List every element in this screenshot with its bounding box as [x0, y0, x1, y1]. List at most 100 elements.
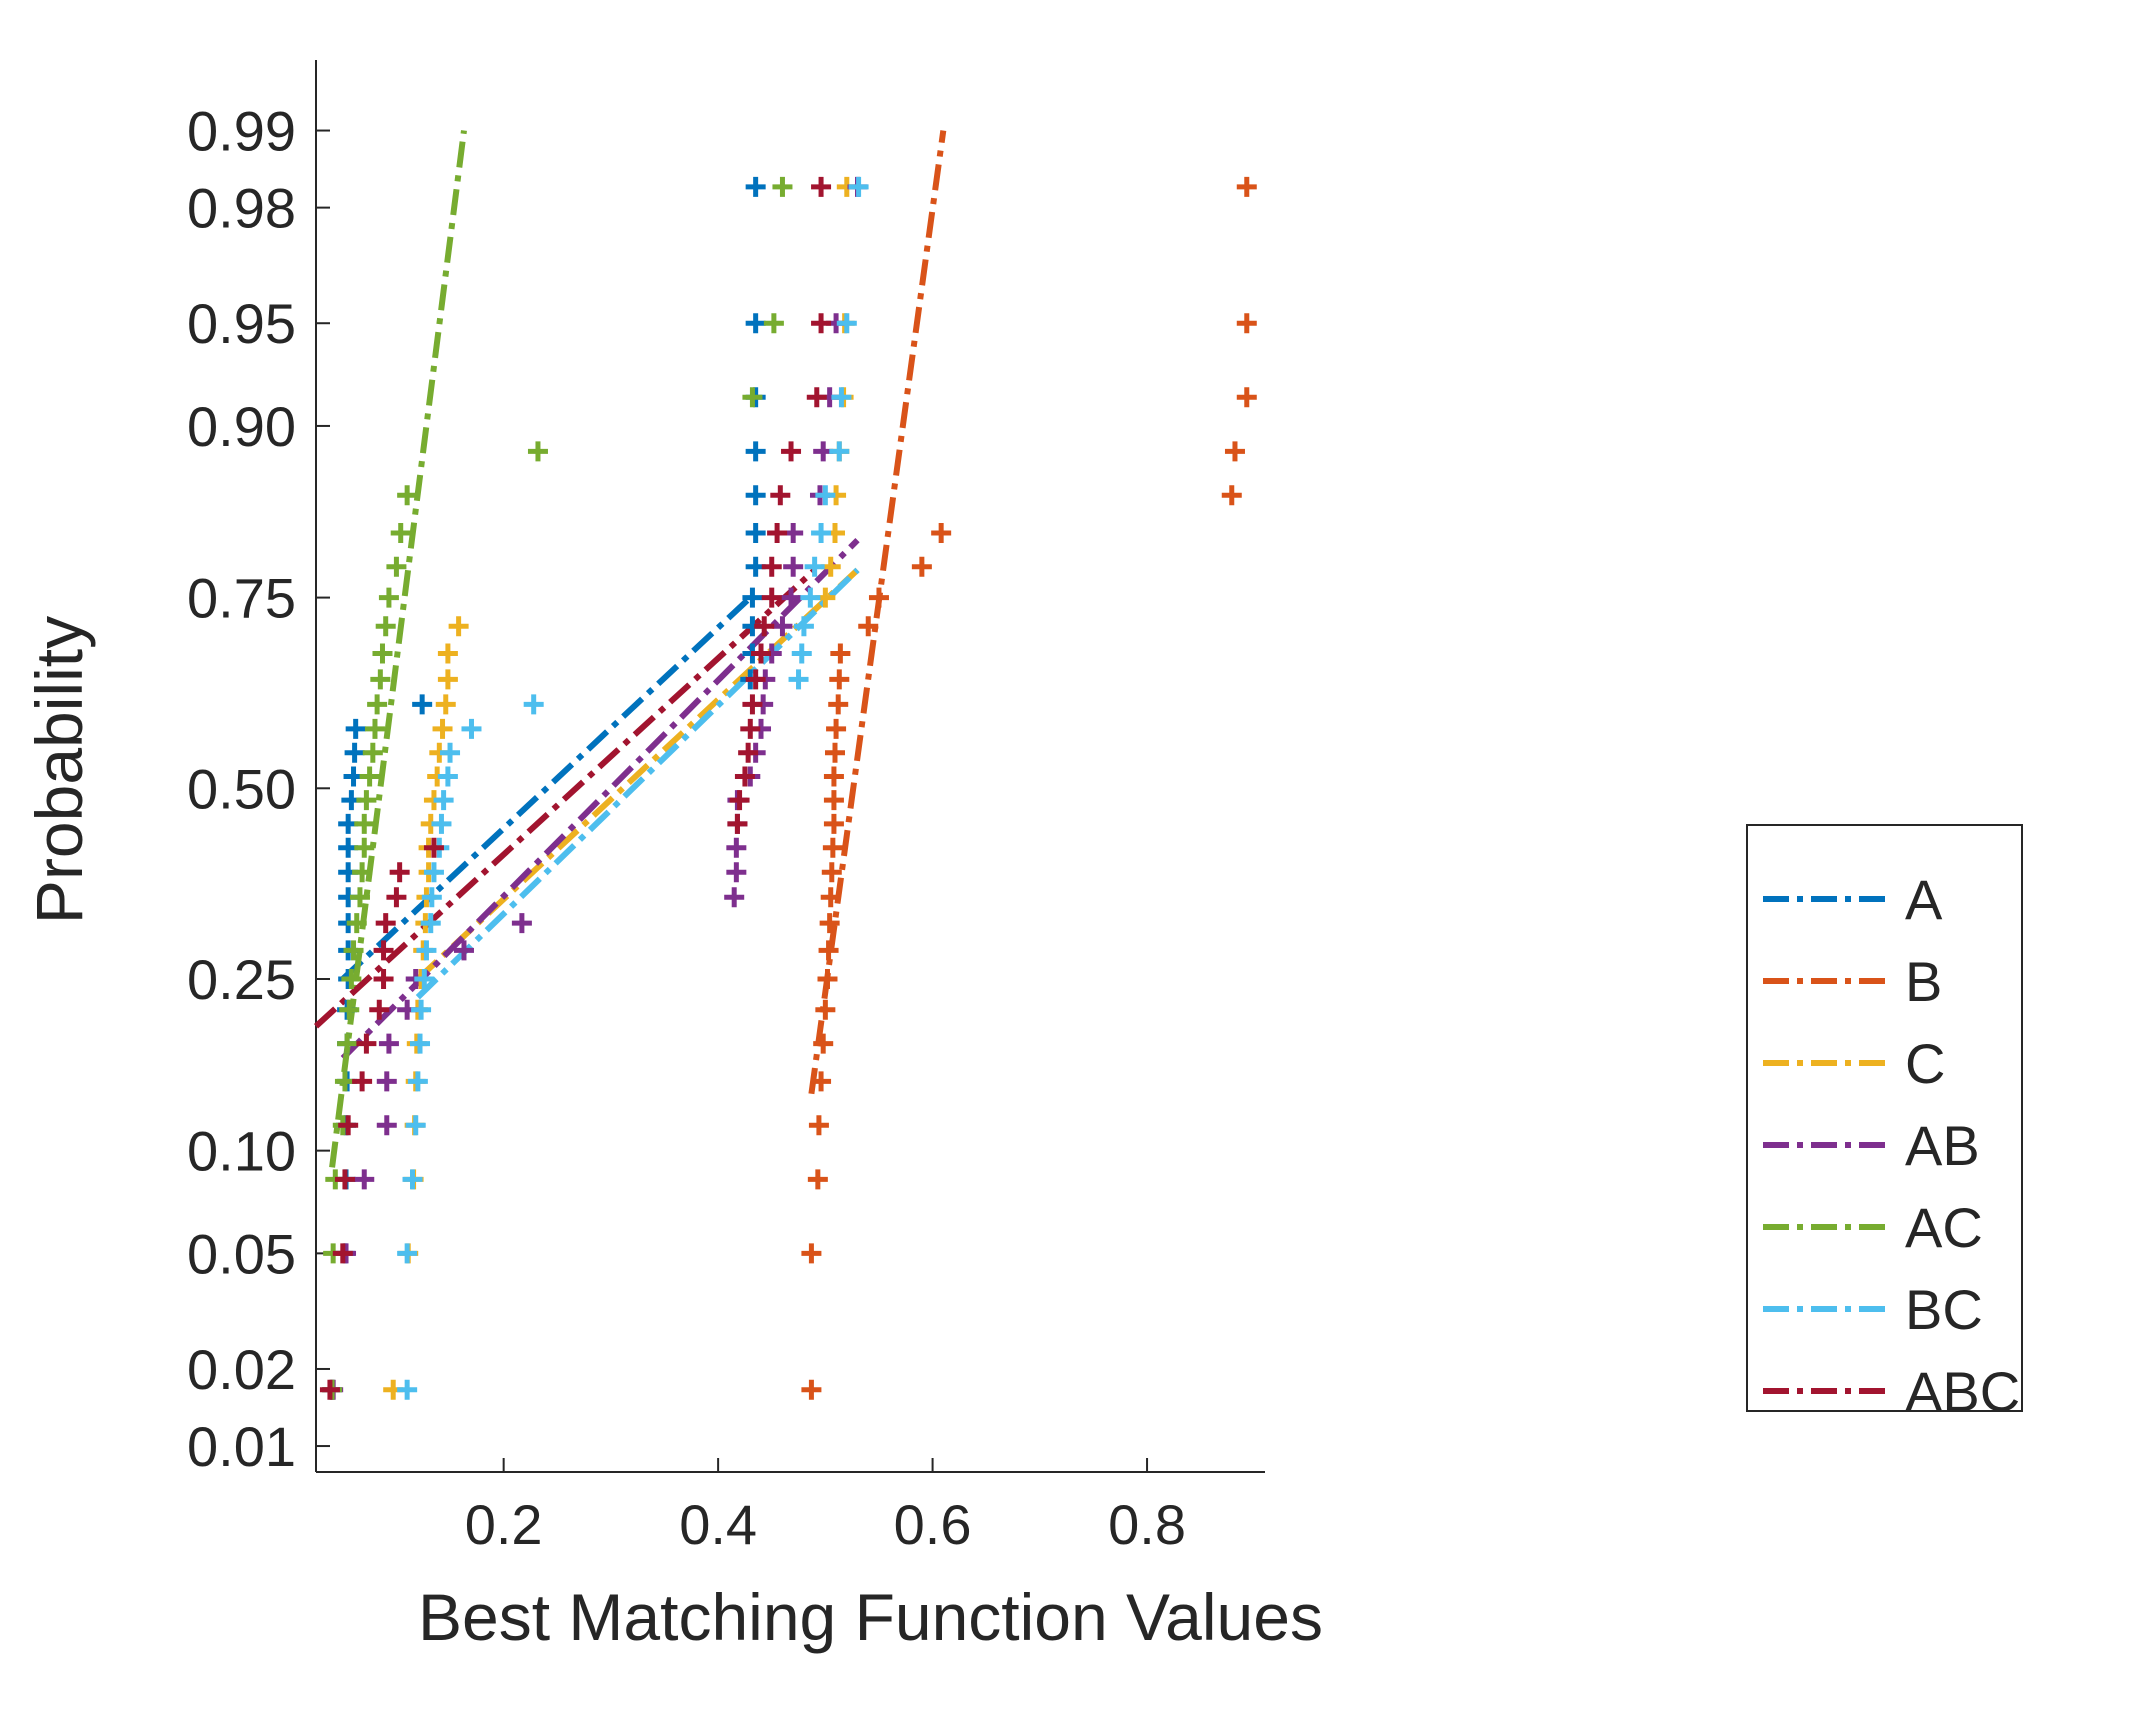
marker-abc — [742, 694, 763, 715]
marker-c — [448, 616, 469, 637]
y-tick-label: 0.05 — [187, 1222, 296, 1285]
y-tick-label: 0.75 — [187, 567, 296, 630]
marker-b — [1221, 485, 1242, 506]
y-tick-label: 0.01 — [187, 1415, 296, 1478]
y-tick-label: 0.95 — [187, 292, 296, 355]
marker-a — [745, 176, 766, 197]
marker-a — [742, 587, 763, 608]
marker-abc — [352, 1071, 373, 1092]
marker-ab — [724, 887, 745, 908]
marker-abc — [811, 313, 832, 334]
marker-ac — [343, 940, 364, 961]
fit-line-abc — [313, 567, 817, 1029]
legend-label-abc: ABC — [1905, 1360, 2020, 1423]
y-ticks: 0.01 0.02 0.05 0.10 0.25 0.50 0.75 0.90 0.95 0.98… — [187, 100, 330, 1478]
legend-label-a: A — [1905, 868, 1943, 931]
marker-b — [822, 837, 843, 858]
marker-ac — [349, 887, 370, 908]
marker-abc — [423, 837, 444, 858]
marker-b — [811, 1071, 832, 1092]
y-tick-label: 0.98 — [187, 177, 296, 240]
marker-bc — [423, 862, 444, 883]
marker-bc — [410, 1033, 431, 1054]
marker-ab — [781, 587, 802, 608]
marker-ac — [356, 790, 377, 811]
marker-bc — [804, 556, 825, 577]
marker-abc — [332, 1243, 353, 1264]
marker-b — [868, 587, 889, 608]
data-markers — [319, 176, 1257, 1400]
marker-abc — [386, 887, 407, 908]
marker-ab — [376, 1071, 397, 1092]
marker-b — [931, 523, 952, 544]
marker-b — [801, 1379, 822, 1400]
marker-ac — [375, 616, 396, 637]
fit-line-b — [808, 130, 947, 1095]
marker-b — [819, 913, 840, 934]
marker-a — [345, 718, 366, 739]
x-tick-label: 0.8 — [1108, 1493, 1186, 1556]
legend-label-bc: BC — [1905, 1278, 1983, 1341]
marker-abc — [767, 523, 788, 544]
marker-b — [813, 1033, 834, 1054]
marker-bc — [815, 485, 836, 506]
marker-abc — [761, 556, 782, 577]
marker-abc — [745, 669, 766, 690]
marker-b — [825, 742, 846, 763]
marker-a — [344, 742, 365, 763]
marker-abc — [740, 718, 761, 739]
marker-a — [412, 694, 433, 715]
y-tick-label: 0.99 — [187, 100, 296, 163]
marker-abc — [373, 968, 394, 989]
y-tick-label: 0.50 — [187, 757, 296, 820]
marker-abc — [761, 587, 782, 608]
fit-line-a — [340, 595, 753, 982]
marker-bc — [437, 766, 458, 787]
marker-abc — [781, 441, 802, 462]
marker-a — [745, 485, 766, 506]
marker-bc — [407, 1071, 428, 1092]
marker-a — [745, 523, 766, 544]
x-tick-label: 0.4 — [679, 1493, 757, 1556]
y-tick-label: 0.10 — [187, 1120, 296, 1183]
y-tick-label: 0.02 — [187, 1338, 296, 1401]
marker-b — [818, 940, 839, 961]
marker-abc — [338, 1115, 359, 1136]
marker-abc — [729, 790, 750, 811]
marker-c — [437, 643, 458, 664]
marker-b — [828, 694, 849, 715]
marker-bc — [848, 176, 869, 197]
marker-b — [823, 790, 844, 811]
marker-abc — [369, 999, 390, 1020]
marker-abc — [738, 742, 759, 763]
marker-abc — [319, 1379, 340, 1400]
marker-bc — [431, 813, 452, 834]
marker-ac — [362, 742, 383, 763]
marker-b — [807, 1169, 828, 1190]
marker-ac — [367, 694, 388, 715]
marker-bc — [414, 968, 435, 989]
marker-abc — [356, 1033, 377, 1054]
marker-b — [823, 766, 844, 787]
marker-ac — [390, 523, 411, 544]
marker-ac — [341, 968, 362, 989]
marker-b — [1236, 387, 1257, 408]
fit-line-ac — [329, 130, 467, 1168]
marker-abc — [754, 616, 775, 637]
marker-bc — [405, 1115, 426, 1136]
marker-bc — [800, 587, 821, 608]
marker-bc — [461, 718, 482, 739]
marker-c — [435, 694, 456, 715]
marker-abc — [334, 1169, 355, 1190]
x-tick-label: 0.6 — [894, 1493, 972, 1556]
y-tick-label: 0.90 — [187, 395, 296, 458]
marker-b — [823, 813, 844, 834]
marker-abc — [375, 913, 396, 934]
marker-ac — [364, 718, 385, 739]
marker-bc — [397, 1243, 418, 1264]
marker-abc — [727, 813, 748, 834]
marker-ab — [783, 556, 804, 577]
